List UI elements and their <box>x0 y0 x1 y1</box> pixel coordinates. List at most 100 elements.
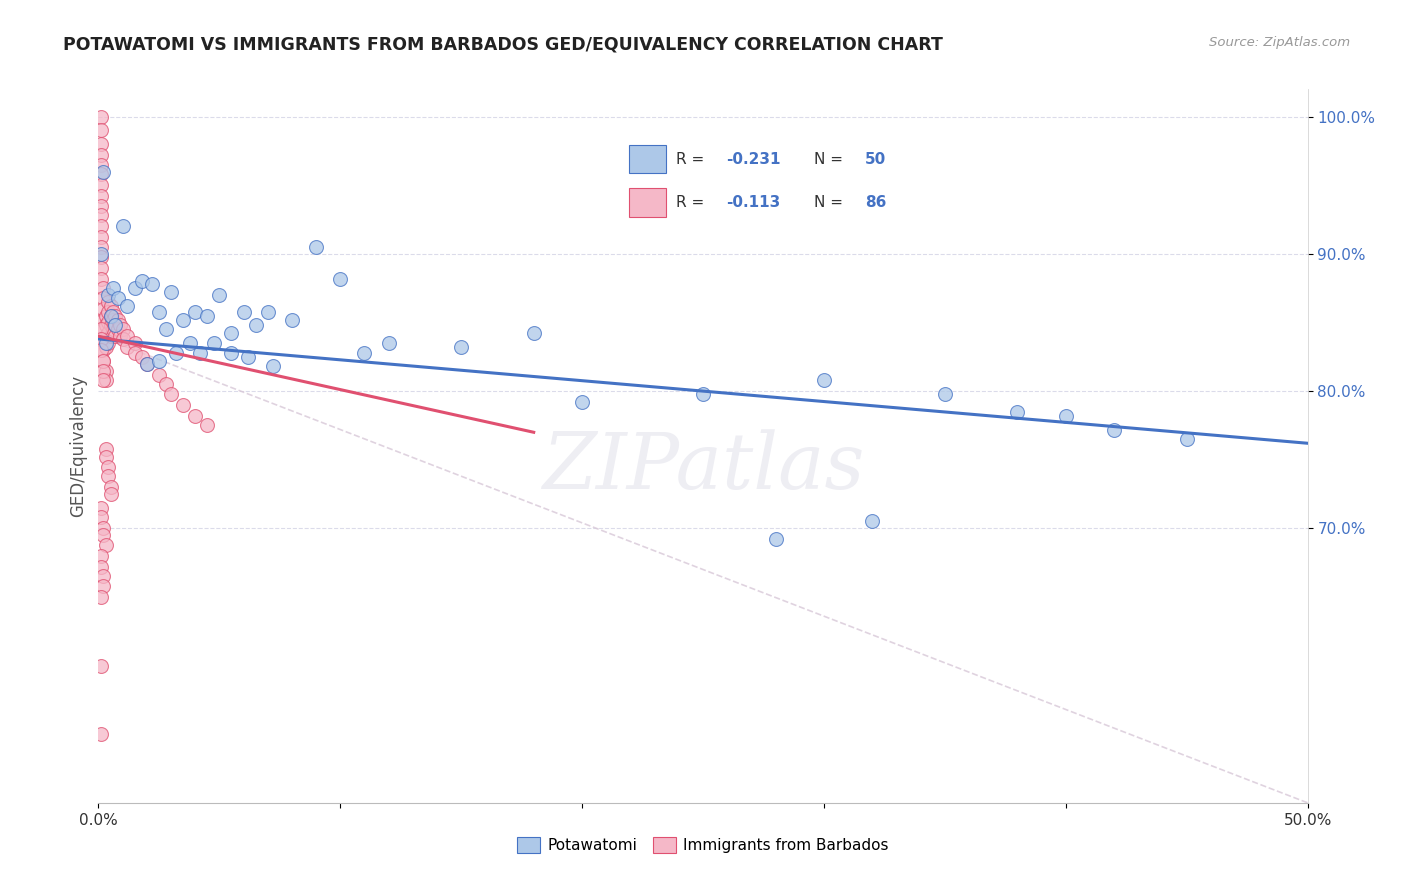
Point <box>90 148 112 162</box>
Point <box>90 559 112 574</box>
Point <box>148 304 170 318</box>
Point <box>90 271 112 285</box>
Legend: Potawatomi, Immigrants from Barbados: Potawatomi, Immigrants from Barbados <box>510 831 896 859</box>
Text: N =: N = <box>814 152 848 167</box>
Point <box>188 345 211 359</box>
Point <box>692 387 714 401</box>
Point <box>179 336 201 351</box>
Point <box>91 363 114 377</box>
Point <box>160 387 183 401</box>
Point <box>94 373 117 387</box>
Point <box>124 336 146 351</box>
Point <box>91 373 114 387</box>
Point <box>108 318 131 333</box>
Point <box>124 345 146 359</box>
Point <box>111 332 134 346</box>
Point <box>101 322 124 336</box>
Point <box>97 326 120 341</box>
Point <box>90 500 112 515</box>
Point <box>204 336 226 351</box>
Point <box>107 322 129 336</box>
Point <box>90 189 112 203</box>
Text: Source: ZipAtlas.com: Source: ZipAtlas.com <box>1209 36 1350 49</box>
Point <box>111 219 134 234</box>
Text: R =: R = <box>676 194 709 210</box>
Point <box>353 345 375 359</box>
Point <box>91 332 114 346</box>
Point <box>571 395 593 409</box>
Point <box>90 727 112 741</box>
Point <box>100 329 122 343</box>
Point <box>1102 423 1125 437</box>
Point <box>90 658 112 673</box>
Point <box>100 487 122 501</box>
Point <box>90 260 112 275</box>
Point <box>450 340 472 354</box>
Point <box>172 312 194 326</box>
Point <box>91 291 114 305</box>
Point <box>117 299 139 313</box>
Point <box>94 363 117 377</box>
Point <box>94 450 117 464</box>
Text: ZIPatlas: ZIPatlas <box>541 429 865 506</box>
Point <box>90 123 112 137</box>
Point <box>90 250 112 264</box>
Point <box>135 357 157 371</box>
Point <box>108 329 131 343</box>
Point <box>160 285 183 300</box>
Point <box>377 336 399 351</box>
Text: R =: R = <box>676 152 709 167</box>
Point <box>1175 432 1198 446</box>
Point <box>90 549 112 563</box>
Point <box>91 521 114 535</box>
Text: -0.113: -0.113 <box>727 194 780 210</box>
Point <box>208 288 231 302</box>
Text: 86: 86 <box>865 194 886 210</box>
Text: POTAWATOMI VS IMMIGRANTS FROM BARBADOS GED/EQUIVALENCY CORRELATION CHART: POTAWATOMI VS IMMIGRANTS FROM BARBADOS G… <box>63 36 943 54</box>
Point <box>172 398 194 412</box>
Point <box>91 354 114 368</box>
Point <box>165 345 187 359</box>
Point <box>934 387 956 401</box>
Point <box>101 312 124 326</box>
Point <box>90 332 112 346</box>
Point <box>94 318 117 333</box>
Point <box>97 294 120 309</box>
Point <box>765 533 787 547</box>
Point <box>91 528 114 542</box>
Point <box>90 158 112 172</box>
Point <box>523 326 546 341</box>
Point <box>101 304 124 318</box>
Point <box>232 304 254 318</box>
Point <box>91 164 114 178</box>
Text: N =: N = <box>814 194 848 210</box>
Point <box>94 538 117 552</box>
Point <box>91 569 114 583</box>
Point <box>148 354 170 368</box>
Point <box>90 178 112 193</box>
Point <box>97 459 120 474</box>
Point <box>329 271 352 285</box>
Point <box>104 318 127 333</box>
Point <box>305 240 328 254</box>
Point <box>860 515 883 529</box>
Point <box>104 318 127 333</box>
Y-axis label: GED/Equivalency: GED/Equivalency <box>69 375 87 517</box>
Point <box>94 309 117 323</box>
Point <box>813 373 835 387</box>
Point <box>195 309 218 323</box>
Point <box>100 318 122 333</box>
Point <box>100 480 122 494</box>
Point <box>94 340 117 354</box>
Text: -0.231: -0.231 <box>727 152 782 167</box>
Point <box>94 336 117 351</box>
Point <box>91 312 114 326</box>
Point <box>91 343 114 357</box>
Point <box>90 230 112 244</box>
Point <box>245 318 267 333</box>
Point <box>100 309 122 323</box>
Point <box>148 368 170 382</box>
Point <box>97 304 120 318</box>
Point <box>104 309 127 323</box>
Point <box>256 304 278 318</box>
